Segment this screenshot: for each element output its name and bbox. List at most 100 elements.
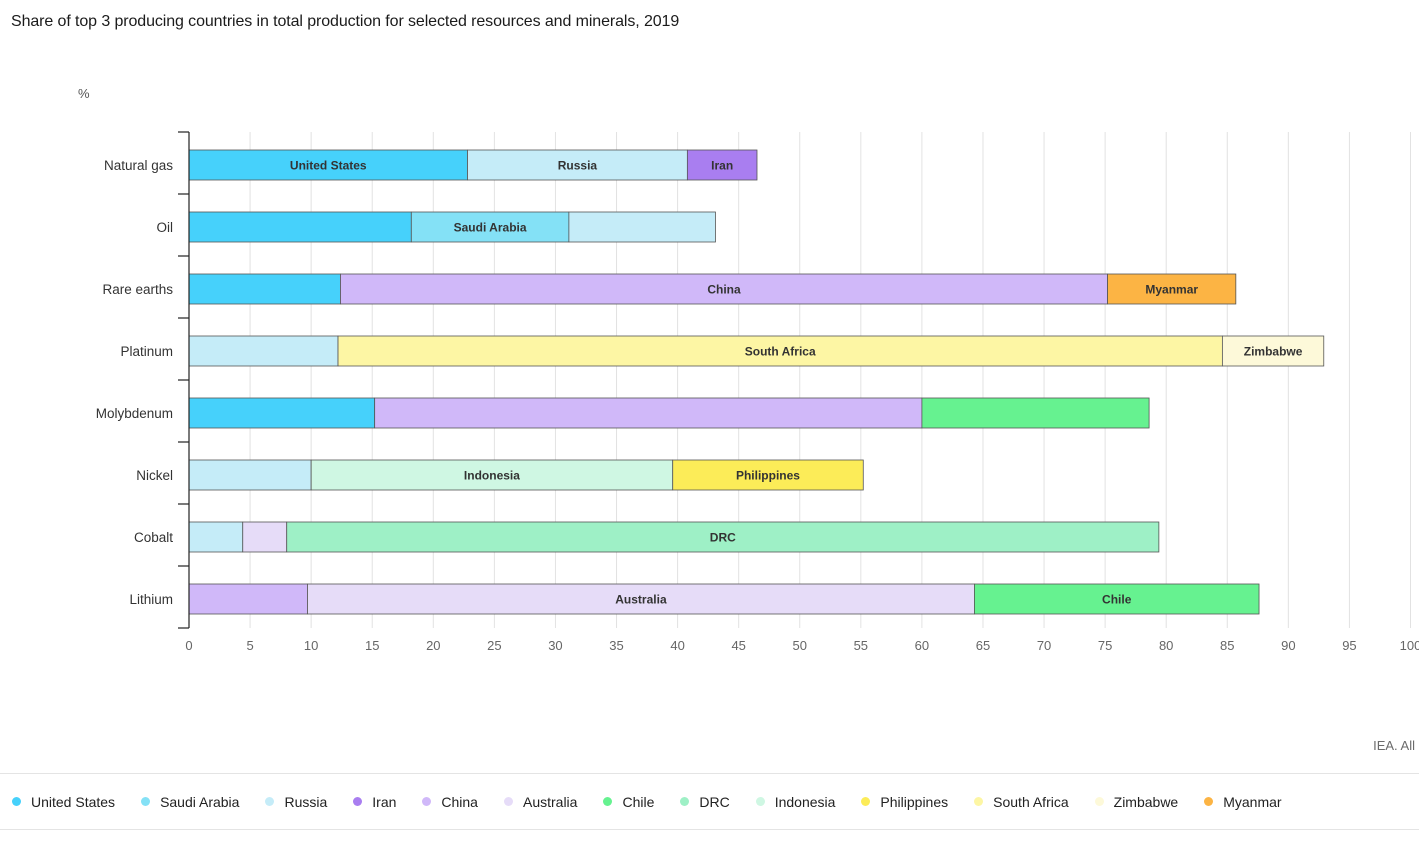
- bar-segment-russia[interactable]: [467, 149, 688, 181]
- x-tick-label: 20: [426, 638, 440, 653]
- legend-label: Saudi Arabia: [160, 793, 240, 810]
- bar-segment-south-africa[interactable]: [337, 335, 1223, 367]
- legend-dot-icon: [861, 797, 871, 806]
- legend-item-china[interactable]: China: [422, 794, 478, 810]
- bar-segment-label: Iran: [711, 159, 733, 173]
- x-tick-label: 45: [731, 638, 745, 653]
- x-tick-label: 75: [1098, 638, 1112, 653]
- axes: 0 5 10 15 20 25 30 35 40 45 50 55 60 65 70 75 80 85 90 95 10…: [96, 131, 1419, 653]
- category-label: Rare earths: [102, 282, 173, 297]
- bar-segment-chile[interactable]: [974, 583, 1260, 615]
- legend-dot-icon: [503, 797, 513, 806]
- bar-segment-label: Russia: [558, 159, 598, 173]
- legend-item-russia[interactable]: Russia: [265, 794, 327, 810]
- x-tick-label: 70: [1037, 638, 1051, 653]
- bar-segment-indonesia[interactable]: [310, 459, 674, 491]
- category-label: Lithium: [129, 592, 173, 607]
- legend-label: Australia: [522, 793, 578, 810]
- x-tick-label: 60: [915, 638, 929, 653]
- legend-label: China: [441, 793, 478, 810]
- legend-dot-icon: [422, 797, 432, 806]
- bar-segment-label: Philippines: [736, 469, 800, 483]
- legend-dot-icon: [1204, 797, 1214, 806]
- bar-segment-united-states[interactable]: [188, 397, 376, 429]
- legend-item-philippines[interactable]: Philippines: [861, 794, 948, 810]
- bar-segment-china[interactable]: [188, 583, 308, 615]
- bar-segment-united-states[interactable]: [188, 273, 341, 305]
- legend-item-australia[interactable]: Australia: [503, 793, 578, 810]
- x-tick-label: 30: [548, 638, 562, 653]
- legend-label: Russia: [284, 793, 328, 810]
- x-tick-label: 5: [246, 638, 253, 653]
- gridlines: [249, 132, 1411, 628]
- legend: United States Saudi Arabia Russia Iran China…: [0, 773, 1419, 830]
- legend-label: South Africa: [993, 793, 1069, 810]
- legend-item-zimbabwe[interactable]: Zimbabwe: [1094, 793, 1179, 810]
- bar-segment-label: China: [707, 283, 741, 297]
- bar-segment-australia[interactable]: [307, 583, 975, 615]
- legend-item-south-africa[interactable]: South Africa: [974, 794, 1069, 810]
- legend-label: DRC: [699, 793, 730, 810]
- legend-dot-icon: [974, 797, 984, 806]
- x-tick-label: 0: [185, 638, 192, 653]
- legend-item-saudi-arabia[interactable]: Saudi Arabia: [141, 794, 239, 810]
- x-tick-label: 15: [365, 638, 379, 653]
- legend-item-indonesia[interactable]: Indonesia: [755, 793, 836, 810]
- bar-segment-russia[interactable]: [568, 211, 716, 243]
- bar-segment-russia[interactable]: [188, 521, 244, 553]
- bar-segment-label: Zimbabwe: [1244, 345, 1303, 359]
- bar-segment-label: Saudi Arabia: [454, 221, 527, 235]
- bar-segment-chile[interactable]: [921, 397, 1150, 429]
- bar-segment-zimbabwe[interactable]: [1221, 335, 1325, 367]
- bar-segment-russia[interactable]: [188, 459, 312, 491]
- bar-segment-australia[interactable]: [242, 521, 288, 553]
- legend-dot-icon: [353, 797, 363, 806]
- legend-dot-icon: [603, 797, 613, 806]
- legend-label: Indonesia: [774, 793, 836, 810]
- legend-dot-icon: [141, 797, 151, 806]
- y-axis-unit-label: %: [78, 86, 90, 101]
- bar-segment-china[interactable]: [374, 397, 923, 429]
- legend-item-iran[interactable]: Iran: [353, 794, 396, 810]
- bars: United States Russia Iran Saudi Arabia China…: [188, 149, 1325, 615]
- bar-segment-philippines[interactable]: [672, 459, 864, 491]
- category-label: Platinum: [120, 344, 173, 359]
- bar-segment-label: South Africa: [745, 345, 816, 359]
- source-credit[interactable]: IEA. All: [1373, 738, 1415, 753]
- x-tick-label: 100: [1400, 638, 1419, 653]
- bar-segment-china[interactable]: [340, 273, 1108, 305]
- bar-chart: United States Russia Iran Saudi Arabia China…: [78, 86, 1419, 653]
- bar-segment-drc[interactable]: [286, 521, 1160, 553]
- category-label: Nickel: [136, 468, 173, 483]
- legend-dot-icon: [12, 797, 21, 806]
- bar-segment-iran[interactable]: [686, 149, 758, 181]
- x-tick-label: 55: [854, 638, 868, 653]
- x-tick-label: 25: [487, 638, 501, 653]
- legend-item-united-states[interactable]: United States: [12, 794, 115, 810]
- legend-item-drc[interactable]: DRC: [680, 793, 730, 810]
- x-tick-label: 90: [1281, 638, 1295, 653]
- legend-item-myanmar[interactable]: Myanmar: [1204, 793, 1282, 810]
- x-tick-label: 50: [793, 638, 807, 653]
- category-label: Cobalt: [134, 530, 173, 545]
- x-tick-label: 35: [609, 638, 623, 653]
- bar-segment-russia[interactable]: [188, 335, 339, 367]
- legend-item-chile[interactable]: Chile: [603, 794, 654, 810]
- bar-segment-united-states[interactable]: [188, 211, 412, 243]
- bar-segment-label: Indonesia: [464, 469, 520, 483]
- bar-segment-myanmar[interactable]: [1107, 273, 1237, 305]
- bar-segment-saudi-arabia[interactable]: [410, 211, 570, 243]
- legend-label: Zimbabwe: [1113, 793, 1179, 810]
- x-tick-label: 95: [1342, 638, 1356, 653]
- bar-segment-label: Chile: [1102, 593, 1132, 607]
- legend-dot-icon: [1094, 797, 1104, 806]
- bar-segment-label: Myanmar: [1145, 283, 1198, 297]
- legend-dot-icon: [265, 797, 275, 806]
- category-label: Natural gas: [104, 158, 173, 173]
- legend-dot-icon: [680, 797, 690, 806]
- chart-title: Share of top 3 producing countries in to…: [11, 13, 680, 30]
- legend-label: Philippines: [880, 793, 949, 810]
- legend-label: Myanmar: [1223, 793, 1282, 810]
- legend-label: United States: [31, 793, 116, 810]
- bar-segment-united-states[interactable]: [188, 149, 468, 181]
